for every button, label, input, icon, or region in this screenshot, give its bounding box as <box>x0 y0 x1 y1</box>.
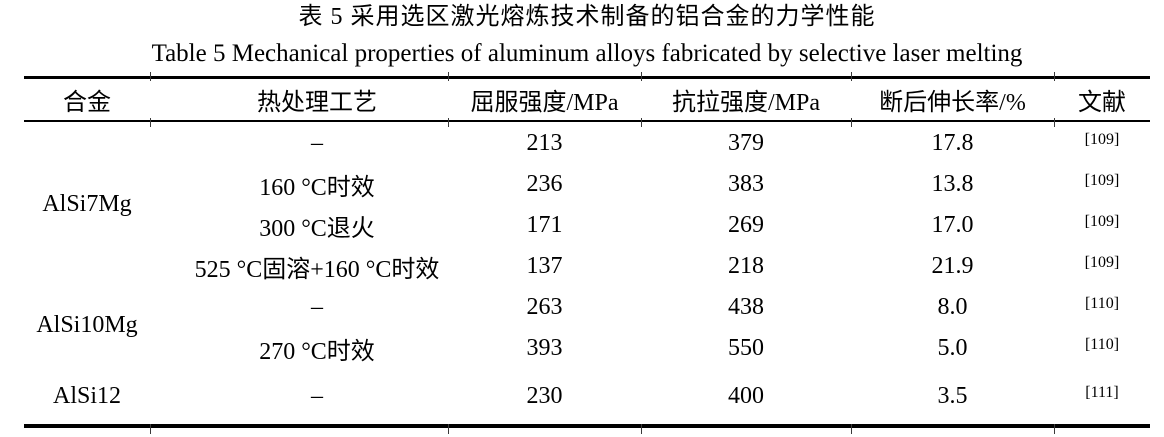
column-border-tick <box>851 118 852 127</box>
column-border-tick <box>641 424 642 434</box>
yield-strength-cell: 171 <box>526 211 563 238</box>
yield-strength-cell: 393 <box>526 335 563 361</box>
reference-cell: [109] <box>1054 165 1150 205</box>
reference-cell: [110] <box>1054 287 1150 328</box>
reference-citation: [109] <box>1084 130 1120 148</box>
reference-cell: [109] <box>1054 121 1150 165</box>
tensile-strength-cell: 218 <box>728 252 764 279</box>
reference-citation: [109] <box>1084 172 1120 189</box>
table-row: AlSi7Mg – 213 379 17.8 [109] <box>24 121 1150 217</box>
reference-citation: [111] <box>1085 384 1119 401</box>
reference-citation: [110] <box>1084 336 1120 353</box>
tensile-strength-cell: 383 <box>728 171 764 197</box>
reference-cell: [111] <box>1054 370 1150 426</box>
col-header-yield-strength: 屈服强度/MPa <box>448 77 641 122</box>
mechanical-properties-table: 合金 热处理工艺 屈服强度/MPa 抗拉强度/MPa 断后伸长率/% 文献 Al… <box>24 76 1150 428</box>
yield-strength-cell: 213 <box>526 129 563 156</box>
col-header-tensile-strength: 抗拉强度/MPa <box>641 77 851 122</box>
table-row: 270 °C时效 393 550 5.0 [110] <box>24 328 1150 370</box>
alloy-name-alsi10mg: AlSi10Mg <box>36 311 138 338</box>
table-row: 160 °C时效 236 383 13.8 [109] <box>24 165 1150 205</box>
col-header-treatment: 热处理工艺 <box>150 77 448 122</box>
reference-citation: [109] <box>1084 253 1120 271</box>
alloy-name-alsi12: AlSi12 <box>52 383 121 409</box>
yield-strength-cell: 137 <box>526 252 563 279</box>
yield-strength-cell: 263 <box>526 293 563 320</box>
tensile-strength-cell: 400 <box>728 383 764 409</box>
column-border-tick <box>150 72 151 81</box>
treatment-cell: 160 °C时效 <box>259 175 375 201</box>
elongation-cell: 21.9 <box>931 252 974 279</box>
col-header-alloy: 合金 <box>24 77 150 122</box>
elongation-cell: 3.5 <box>937 383 968 409</box>
elongation-cell: 8.0 <box>937 293 968 320</box>
elongation-cell: 5.0 <box>937 335 968 361</box>
elongation-cell: 17.0 <box>931 211 974 238</box>
tensile-strength-cell: 269 <box>728 211 764 238</box>
tensile-strength-cell: 550 <box>728 335 764 361</box>
table-caption-en: Table 5 Mechanical properties of aluminu… <box>151 40 1023 67</box>
table-caption-zh: 表 5 采用选区激光熔炼技术制备的铝合金的力学性能 <box>298 4 876 30</box>
table-row: AlSi10Mg – 263 438 8.0 [110] <box>24 287 1150 338</box>
tensile-strength-cell: 438 <box>728 293 764 320</box>
reference-citation: [110] <box>1084 294 1120 312</box>
column-border-tick <box>1054 424 1055 434</box>
treatment-cell: – <box>311 129 323 156</box>
table-row: 525 °C固溶+160 °C时效 137 218 21.9 [109] <box>24 246 1150 287</box>
reference-cell: [109] <box>1054 246 1150 287</box>
column-border-tick <box>1054 118 1055 127</box>
column-border-tick <box>641 118 642 127</box>
treatment-cell: 525 °C固溶+160 °C时效 <box>194 256 440 283</box>
treatment-cell: 300 °C退火 <box>259 215 375 242</box>
alloy-name-alsi7mg: AlSi7Mg <box>42 190 132 217</box>
column-border-tick <box>448 424 449 434</box>
column-border-tick <box>150 424 151 434</box>
col-header-elongation: 断后伸长率/% <box>851 77 1054 122</box>
header-row: 合金 热处理工艺 屈服强度/MPa 抗拉强度/MPa 断后伸长率/% 文献 <box>24 77 1150 122</box>
reference-cell: [110] <box>1054 328 1150 370</box>
column-border-tick <box>150 118 151 127</box>
column-border-tick <box>448 118 449 127</box>
table-row: 300 °C退火 171 269 17.0 [109] <box>24 205 1150 246</box>
reference-citation: [109] <box>1084 212 1120 230</box>
treatment-cell: 270 °C时效 <box>259 339 375 365</box>
column-border-tick <box>448 72 449 81</box>
tensile-strength-cell: 379 <box>728 129 764 156</box>
reference-cell: [109] <box>1054 205 1150 246</box>
column-border-tick <box>641 72 642 81</box>
yield-strength-cell: 236 <box>526 171 563 197</box>
treatment-cell: – <box>311 293 323 320</box>
column-border-tick <box>851 424 852 434</box>
column-border-tick <box>1054 72 1055 81</box>
col-header-reference: 文献 <box>1054 77 1150 122</box>
table-row: AlSi12 – 230 400 3.5 [111] <box>24 370 1150 426</box>
elongation-cell: 13.8 <box>931 171 974 197</box>
column-border-tick <box>851 72 852 81</box>
elongation-cell: 17.8 <box>931 129 974 156</box>
yield-strength-cell: 230 <box>526 383 563 409</box>
treatment-cell: – <box>311 383 323 409</box>
